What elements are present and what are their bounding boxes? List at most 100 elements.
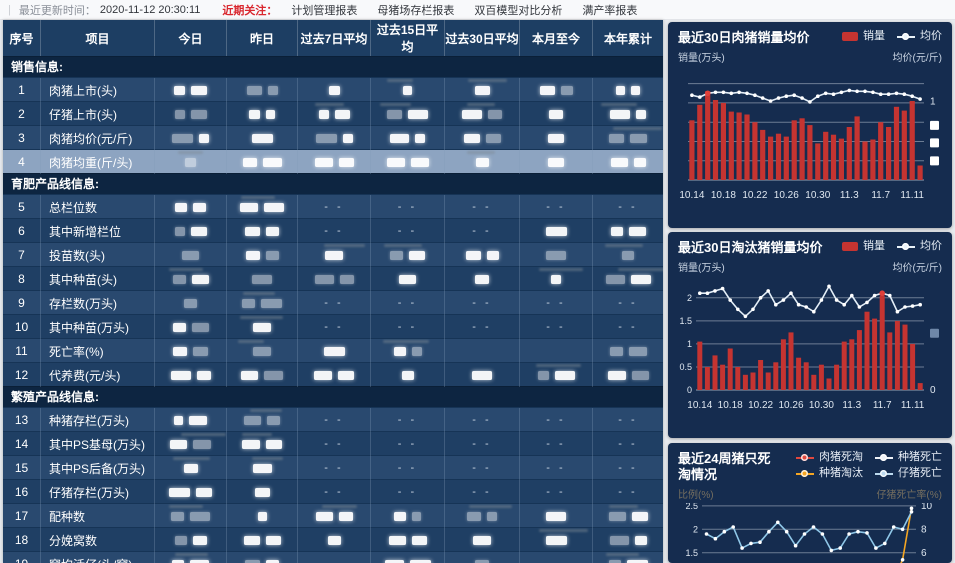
redacted-value-block — [196, 370, 211, 380]
table-row[interactable]: 10 其中种苗(万头) - - - - - - - - - - — [3, 314, 663, 339]
redaction-streak — [240, 316, 283, 319]
table-row[interactable]: 1 肉猪上市(头) — [3, 77, 663, 102]
table-cell — [298, 504, 371, 528]
no-data-dash: - - — [546, 201, 566, 213]
legend-item-仔猪死亡[interactable]: 仔猪死亡 — [875, 467, 942, 480]
table-cell: - - — [298, 219, 371, 243]
svg-text:1.5: 1.5 — [679, 316, 692, 326]
redacted-value-block — [245, 559, 260, 563]
redacted-value-block — [170, 439, 187, 449]
table-row[interactable]: 8 其中种苗(头) — [3, 266, 663, 291]
table-cell: - - — [520, 315, 593, 339]
table-row[interactable]: 13 种猪存栏(万头) - - - - - - - - - - — [3, 407, 663, 432]
chart-title: 最近24周猪只死淘情况 — [678, 451, 771, 482]
topbar-link-3[interactable]: 满产率报表 — [582, 4, 638, 17]
table-row[interactable]: 12 代养费(元/头) — [3, 362, 663, 387]
no-data-dash: - - — [618, 321, 638, 333]
row-number: 7 — [3, 243, 41, 267]
legend-item-种猪死亡[interactable]: 种猪死亡 — [875, 451, 942, 464]
table-row[interactable]: 18 分娩窝数 — [3, 527, 663, 552]
table-cell: - - — [371, 408, 445, 432]
redacted-value-block — [266, 439, 282, 449]
legend-item-肉猪死淘[interactable]: 肉猪死淘 — [796, 451, 863, 464]
topbar-link-2[interactable]: 双百模型对比分析 — [474, 4, 563, 17]
redacted-value-block — [462, 109, 482, 119]
table-row[interactable]: 16 仔猪存栏(万头) - - - - - - - - - - — [3, 479, 663, 504]
redacted-value-block — [338, 370, 354, 380]
no-data-dash: - - — [546, 486, 566, 498]
redacted-value-block — [537, 370, 549, 380]
table-row[interactable]: 15 其中PS后备(万头) - - - - - - - - - - — [3, 455, 663, 480]
table-row[interactable]: 9 存栏数(万头) - - - - - - - - - - — [3, 290, 663, 315]
legend-item-均价[interactable]: 均价 — [897, 240, 942, 253]
redacted-value-block — [192, 535, 207, 545]
svg-text:10: 10 — [921, 503, 933, 512]
topbar-edge-divider: | — [8, 3, 11, 16]
table-cell: - - — [445, 195, 520, 219]
row-label: 死亡率(%) — [41, 339, 155, 363]
table-row[interactable]: 2 仔猪上市(头) — [3, 101, 663, 126]
redacted-value-block — [175, 202, 187, 212]
chart-canvas[interactable]: 1 10.14 10.18 10.22 10.26 10.30 11.3 11.7 11.11 — [678, 66, 942, 218]
table-cell — [298, 267, 371, 291]
redacted-value-block — [549, 109, 563, 119]
table-cell — [155, 315, 227, 339]
redacted-value-block — [190, 226, 207, 236]
table-cell — [155, 456, 227, 480]
topbar-link-0[interactable]: 计划管理报表 — [291, 4, 358, 17]
row-number: 2 — [3, 102, 41, 126]
redacted-value-block — [264, 202, 284, 212]
chart-canvas[interactable]: 0 0.5 1 1.5 2 0 10.14 10.18 10.22 10.26 10.30 11.3 1… — [678, 276, 942, 428]
row-label: 肉猪上市(头) — [41, 78, 155, 102]
redacted-value-block — [560, 85, 573, 95]
legend-item-销量[interactable]: 销量 — [842, 30, 885, 43]
redacted-value-block — [240, 202, 258, 212]
legend-item-均价[interactable]: 均价 — [897, 30, 942, 43]
table-row[interactable]: 11 死亡率(%) — [3, 338, 663, 363]
table-row[interactable]: 3 肉猪均价(元/斤) — [3, 125, 663, 150]
row-label: 投苗数(头) — [41, 243, 155, 267]
table-row[interactable]: 14 其中PS基母(万头) - - - - - - - - - - — [3, 431, 663, 456]
no-data-dash: - - — [324, 462, 344, 474]
table-cell — [155, 150, 227, 174]
redacted-value-block — [193, 346, 208, 356]
table-cell: - - — [445, 315, 520, 339]
table-cell — [371, 126, 445, 150]
redacted-value-block — [626, 559, 648, 563]
table-cell — [155, 339, 227, 363]
table-cell — [227, 78, 298, 102]
redacted-value-block — [262, 157, 282, 167]
legend-item-种猪淘汰[interactable]: 种猪淘汰 — [796, 467, 863, 480]
chart-canvas[interactable]: 1.5 2 2.5 10 8 6 — [678, 503, 942, 563]
redacted-value-block — [610, 226, 623, 236]
redacted-value-block — [245, 250, 260, 260]
table-cell: - - — [371, 219, 445, 243]
redaction-streak — [315, 103, 345, 106]
redacted-value-block — [610, 109, 630, 119]
table-row[interactable]: 6 其中新增栏位 - - - - - - — [3, 218, 663, 243]
table-cell — [298, 528, 371, 552]
redacted-value-block — [411, 535, 427, 545]
table-cell — [227, 432, 298, 456]
redacted-value-block — [191, 274, 209, 284]
table-row[interactable]: 17 配种数 — [3, 503, 663, 528]
redacted-value-block — [339, 274, 354, 284]
table-cell: - - — [445, 456, 520, 480]
table-row[interactable]: 4 肉猪均重(斤/头) — [3, 149, 663, 174]
legend-dot — [801, 470, 808, 477]
table-cell — [227, 126, 298, 150]
table-row[interactable]: 7 投苗数(头) — [3, 242, 663, 267]
topbar-link-1[interactable]: 母猪场存栏报表 — [377, 4, 455, 17]
svg-text:11.7: 11.7 — [873, 400, 892, 411]
row-number: 13 — [3, 408, 41, 432]
svg-text:10.14: 10.14 — [687, 400, 712, 411]
table-row[interactable]: 19窝均活仔(头/窝) — [3, 551, 663, 563]
no-data-dash: - - — [472, 438, 492, 450]
redacted-value-block — [241, 370, 258, 380]
table-row[interactable]: 5 总栏位数 - - - - - - - - - - — [3, 194, 663, 219]
table-cell — [298, 102, 371, 126]
row-number: 11 — [3, 339, 41, 363]
legend-item-销量[interactable]: 销量 — [842, 240, 885, 253]
redacted-value-block — [172, 322, 186, 332]
redaction-streak — [384, 244, 423, 247]
